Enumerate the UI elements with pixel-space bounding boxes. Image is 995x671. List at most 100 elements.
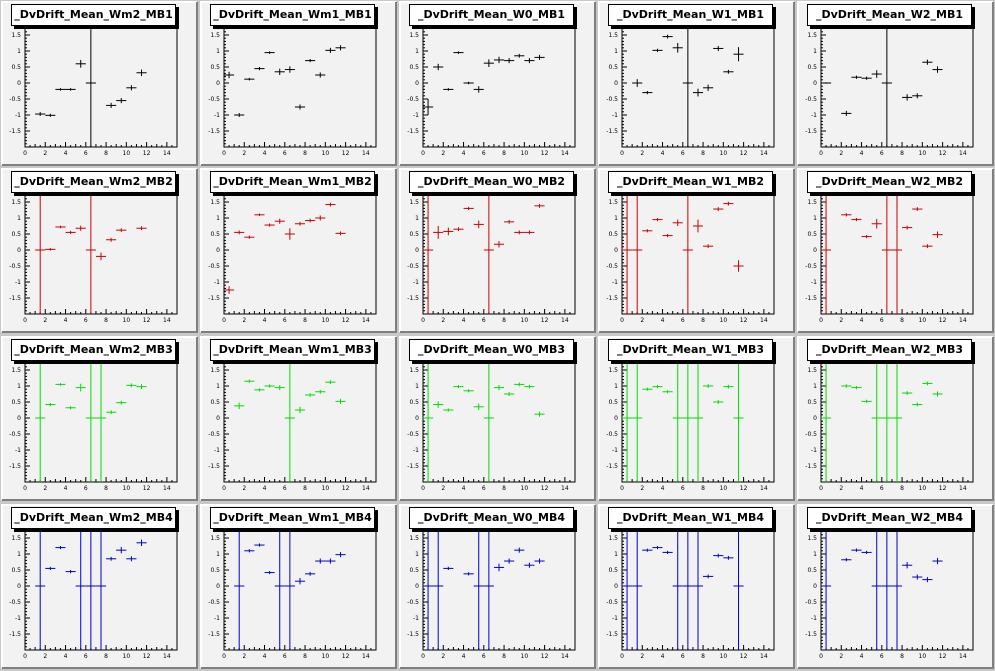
data-point xyxy=(234,402,245,410)
plot-title: _DvDrift_Mean_Wm2_MB1 xyxy=(11,4,176,26)
data-point xyxy=(871,522,882,650)
plot-title: _DvDrift_Mean_Wm2_MB4 xyxy=(11,507,176,529)
pad-bevel-light xyxy=(797,336,993,500)
x-tick-label: 12 xyxy=(342,150,350,157)
data-point xyxy=(423,522,434,650)
data-point xyxy=(443,88,454,91)
y-tick-label: 0 xyxy=(216,247,220,254)
plot-svg: 0 2 4 6 8 10 12 14 -1.5 -1 -0.5 0 0.5 1 1.5 xyxy=(200,168,397,333)
plot-pad: 0 2 4 6 8 10 12 14 -1.5 -1 -0.5 0 0.5 1 1.5 _DvDrift_Me… xyxy=(199,503,398,670)
data-point xyxy=(443,566,454,570)
y-tick-label: -1 xyxy=(413,279,419,286)
data-series xyxy=(234,522,346,650)
y-tick-label: 0.5 xyxy=(210,567,220,574)
data-point xyxy=(841,558,852,562)
data-point xyxy=(35,522,46,650)
y-tick-label: 0.5 xyxy=(409,64,419,71)
data-point xyxy=(116,546,127,554)
pad-bevel-light xyxy=(1,504,197,668)
plot-pad: 0 2 4 6 8 10 12 14 -1.5 -1 -0.5 0 0.5 1 1.5 _DvDrift_Me… xyxy=(796,503,995,670)
x-tick-label: 12 xyxy=(143,317,151,324)
x-tick-label: 0 xyxy=(421,485,425,492)
x-tick-label: 2 xyxy=(43,150,47,157)
data-point xyxy=(891,522,903,650)
data-point xyxy=(305,218,316,223)
x-tick-label: 0 xyxy=(222,317,226,324)
x-tick-label: 8 xyxy=(104,150,108,157)
x-tick-label: 2 xyxy=(43,317,47,324)
y-tick-label: -0.5 xyxy=(9,431,21,438)
y-tick-label: -1 xyxy=(612,447,618,454)
data-series xyxy=(35,522,147,650)
x-tick-label: 14 xyxy=(760,653,768,660)
pad-background xyxy=(599,2,794,165)
data-point xyxy=(642,387,653,391)
data-point xyxy=(106,237,117,242)
plot-pad: 0 2 4 6 8 10 12 14 -1.5 -1 -0.5 0 0.5 1 1.5 _DvDrift_Me… xyxy=(199,335,398,502)
x-tick-label: 6 xyxy=(880,653,884,660)
x-tick-label: 8 xyxy=(502,317,506,324)
x-tick-label: 4 xyxy=(661,485,665,492)
y-tick-label: -1.5 xyxy=(9,295,21,302)
data-point xyxy=(821,522,832,650)
data-point xyxy=(335,552,346,558)
x-tick-label: 10 xyxy=(521,653,529,660)
y-tick-label: 1 xyxy=(614,383,618,390)
data-point xyxy=(902,562,913,569)
x-tick-label: 0 xyxy=(819,653,823,660)
data-point xyxy=(861,399,872,403)
data-point xyxy=(264,384,275,388)
data-point xyxy=(493,56,505,64)
data-point xyxy=(116,98,127,104)
x-tick-label: 6 xyxy=(482,150,486,157)
x-tick-label: 10 xyxy=(123,317,131,324)
y-tick-label: 1.5 xyxy=(608,199,618,206)
x-tick-label: 8 xyxy=(104,653,108,660)
data-point xyxy=(136,539,147,546)
y-tick-label: 0.5 xyxy=(11,567,21,574)
pad-bevel-dark xyxy=(400,505,596,669)
plot-pad: 0 2 4 6 8 10 12 14 -1.5 -1 -0.5 0 0.5 1 1.5 _DvDrift_Me… xyxy=(597,503,796,670)
plot-pad: 0 2 4 6 8 10 12 14 -1.5 -1 -0.5 0 0.5 1 1.5 _DvDrift_Me… xyxy=(199,167,398,334)
x-tick-label: 0 xyxy=(620,317,624,324)
x-tick-label: 6 xyxy=(880,317,884,324)
x-tick-label: 10 xyxy=(919,653,927,660)
data-series xyxy=(622,186,744,314)
data-point xyxy=(65,406,76,410)
y-tick-label: -1.5 xyxy=(606,463,618,470)
y-tick-label: 0.5 xyxy=(210,231,220,238)
pad-background xyxy=(400,2,595,165)
y-tick-label: -1 xyxy=(15,447,21,454)
data-point xyxy=(891,186,903,314)
x-tick-label: 6 xyxy=(880,150,884,157)
data-point xyxy=(433,522,444,650)
pad-bevel-dark xyxy=(2,169,198,333)
data-point xyxy=(294,578,306,585)
data-point xyxy=(682,19,693,147)
y-tick-label: 0.5 xyxy=(11,399,21,406)
plot-svg: 0 2 4 6 8 10 12 14 -1.5 -1 -0.5 0 0.5 1 1.5 xyxy=(598,1,795,166)
x-tick-label: 4 xyxy=(263,653,267,660)
y-tick-label: 1.5 xyxy=(11,199,21,206)
data-point xyxy=(224,71,235,79)
x-tick-label: 10 xyxy=(919,485,927,492)
data-point xyxy=(335,398,346,404)
plot-svg: 0 2 4 6 8 10 12 14 -1.5 -1 -0.5 0 0.5 1 1.5 xyxy=(598,336,795,501)
pad-background xyxy=(2,2,197,165)
x-tick-label: 0 xyxy=(819,150,823,157)
x-tick-label: 0 xyxy=(620,150,624,157)
data-point xyxy=(692,522,704,650)
pad-bevel-light xyxy=(200,504,396,668)
x-tick-label: 4 xyxy=(860,150,864,157)
x-tick-label: 4 xyxy=(263,150,267,157)
data-point xyxy=(126,556,137,562)
data-point xyxy=(463,81,474,85)
y-tick-label: 1 xyxy=(415,551,419,558)
y-tick-label: 1.5 xyxy=(807,535,817,542)
y-tick-label: 0 xyxy=(415,80,419,87)
y-tick-label: -1.5 xyxy=(805,295,817,302)
data-point xyxy=(871,70,882,78)
x-tick-label: 6 xyxy=(681,150,685,157)
data-point xyxy=(55,546,66,550)
x-tick-label: 0 xyxy=(222,485,226,492)
